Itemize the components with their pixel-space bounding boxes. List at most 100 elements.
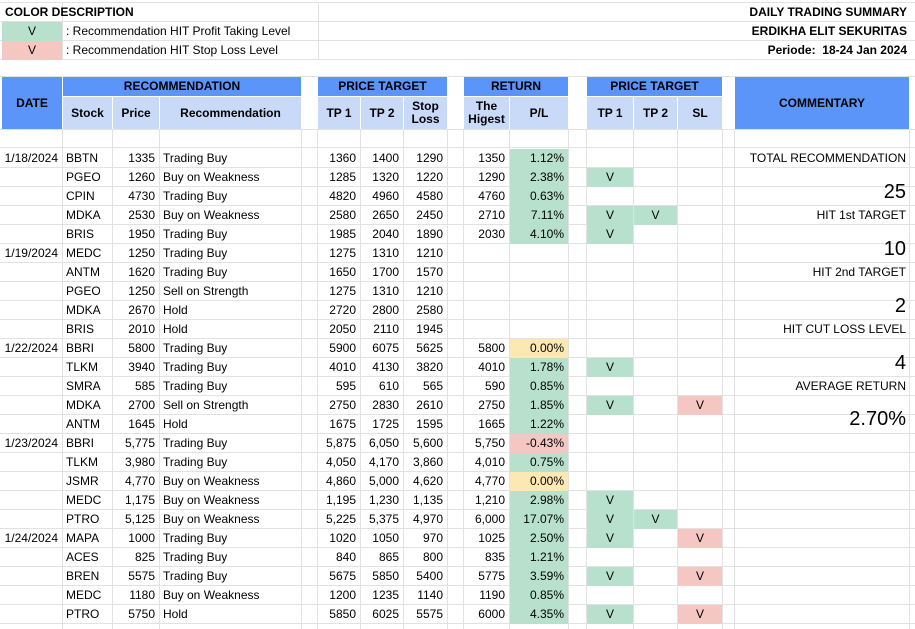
- tp2-cell: 1320: [372, 170, 399, 184]
- tp2-cell: 1400: [372, 151, 399, 165]
- hit-sl-cell: [678, 434, 722, 453]
- price-cell: 585: [134, 379, 155, 393]
- hit-tp2-cell: [634, 320, 677, 339]
- hit-sl-cell: [678, 510, 722, 529]
- pl-cell: 0.75%: [510, 453, 568, 472]
- highest-cell: 1290: [478, 170, 505, 184]
- recommendation-cell: Buy on Weakness: [163, 474, 260, 488]
- pl-cell: 2.98%: [510, 491, 568, 510]
- hit-tp2-cell: [634, 434, 677, 453]
- hit-tp2-cell: [634, 529, 677, 548]
- pl-cell: 0.00%: [510, 472, 568, 491]
- hit-sl-cell: [678, 586, 722, 605]
- hit-tp2-cell: [634, 472, 677, 491]
- stock-cell: ANTM: [66, 417, 100, 431]
- tp1-cell: 4,050: [325, 455, 356, 469]
- recommendation-cell: Buy on Weakness: [163, 170, 260, 184]
- header-return: RETURN: [464, 77, 568, 96]
- highest-cell: 1,210: [474, 493, 505, 507]
- stop-loss-cell: 4580: [416, 189, 443, 203]
- stock-cell: ANTM: [66, 265, 100, 279]
- legend-stop-swatch: V: [2, 41, 62, 60]
- hit-tp1-cell: [587, 415, 633, 434]
- tp2-cell: 4130: [372, 360, 399, 374]
- tp1-cell: 4010: [329, 360, 356, 374]
- highest-cell: 4,770: [474, 474, 505, 488]
- highest-cell: 2750: [478, 398, 505, 412]
- tp1-cell: 1650: [329, 265, 356, 279]
- price-cell: 1645: [128, 417, 155, 431]
- hit-tp2-cell: [634, 453, 677, 472]
- pl-cell: [510, 320, 568, 339]
- legend-profit-swatch: V: [2, 22, 62, 41]
- stock-cell: MDKA: [66, 398, 101, 412]
- date-cell: [2, 320, 62, 339]
- tp2-cell: 1,230: [368, 493, 399, 507]
- hit-tp2-cell: [634, 339, 677, 358]
- hit-sl-cell: [678, 149, 722, 168]
- tp1-cell: 1275: [329, 284, 356, 298]
- hit-sl-cell: [678, 472, 722, 491]
- tp1-cell: 5,875: [325, 436, 356, 450]
- date-cell: [2, 567, 62, 586]
- highest-cell: [464, 282, 509, 301]
- hit-tp1-cell: V: [587, 510, 633, 529]
- hit-sl-cell: V: [678, 567, 722, 586]
- tp2-cell: 4960: [372, 189, 399, 203]
- date-cell: [2, 282, 62, 301]
- header-stop-loss: Stop Loss: [404, 97, 447, 129]
- hit-tp2-cell: [634, 187, 677, 206]
- stock-cell: PTRO: [66, 512, 100, 526]
- price-cell: 4,770: [124, 474, 155, 488]
- hit-tp2-cell: [634, 225, 677, 244]
- header-tp1-hit: TP 1: [587, 97, 633, 129]
- stop-loss-cell: 2450: [416, 208, 443, 222]
- stop-loss-cell: 1220: [416, 170, 443, 184]
- tp2-cell: 610: [378, 379, 399, 393]
- hit-tp2-cell: [634, 168, 677, 187]
- stop-loss-cell: 5625: [416, 341, 443, 355]
- stock-cell: BBTN: [66, 151, 99, 165]
- stock-cell: JSMR: [66, 474, 99, 488]
- hit-tp2-cell: [634, 415, 677, 434]
- report-title: DAILY TRADING SUMMARY: [749, 5, 907, 19]
- hit-tp1-cell: [587, 339, 633, 358]
- tp2-cell: 1310: [372, 284, 399, 298]
- stop-loss-cell: 3820: [416, 360, 443, 374]
- date-cell: 1/24/2024: [4, 531, 58, 545]
- legend-profit-text: : Recommendation HIT Profit Taking Level: [66, 24, 291, 38]
- highest-cell: 2030: [478, 227, 505, 241]
- pl-cell: 7.11%: [510, 206, 568, 225]
- recommendation-cell: Buy on Weakness: [163, 493, 260, 507]
- stop-loss-cell: 3,860: [412, 455, 443, 469]
- header-highest: The Higest: [464, 97, 509, 129]
- stop-loss-cell: 5400: [416, 569, 443, 583]
- recommendation-cell: Sell on Strength: [163, 284, 249, 298]
- recommendation-cell: Sell on Strength: [163, 398, 249, 412]
- pl-cell: 1.21%: [510, 548, 568, 567]
- stop-loss-cell: 1290: [416, 151, 443, 165]
- stock-cell: BRIS: [66, 322, 95, 336]
- highest-cell: 1350: [478, 151, 505, 165]
- hit-tp1-cell: [587, 434, 633, 453]
- hit-tp2-cell: V: [634, 206, 677, 225]
- hit-sl-cell: [678, 168, 722, 187]
- hit-tp2-cell: [634, 301, 677, 320]
- date-cell: [2, 187, 62, 206]
- hit-tp2-cell: [634, 358, 677, 377]
- tp2-cell: 5,000: [368, 474, 399, 488]
- header-commentary: COMMENTARY: [735, 77, 909, 129]
- pl-cell: 1.78%: [510, 358, 568, 377]
- stop-loss-cell: 1140: [417, 588, 443, 602]
- hit-sl-cell: V: [678, 529, 722, 548]
- highest-cell: 6000: [478, 607, 505, 621]
- pl-cell: 4.35%: [510, 605, 568, 624]
- stock-cell: SMRA: [66, 379, 101, 393]
- recommendation-cell: Hold: [163, 303, 188, 317]
- pl-cell: -0.43%: [510, 434, 568, 453]
- tp1-cell: 1675: [329, 417, 356, 431]
- price-cell: 2530: [128, 208, 155, 222]
- tp2-cell: 1050: [372, 531, 399, 545]
- highest-cell: 2710: [478, 208, 505, 222]
